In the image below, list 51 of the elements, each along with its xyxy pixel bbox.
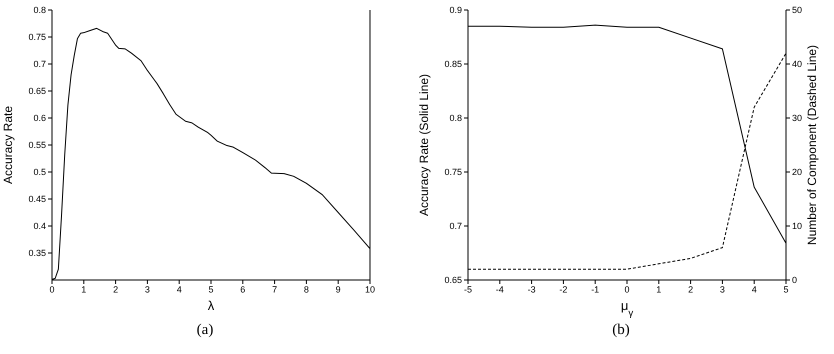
- x-tick-label: 0: [624, 284, 630, 294]
- y2-tick-label: 10: [792, 221, 802, 232]
- text: (a): [196, 322, 214, 339]
- y-tick-label: 0.8: [33, 5, 46, 16]
- x-tick-label: 3: [720, 284, 725, 294]
- y-tick-label: 0.35: [28, 248, 46, 258]
- x-tick-label: 8: [304, 284, 309, 294]
- x-tick-label: -5: [464, 284, 472, 294]
- y-axis-title: Accuracy Rate: [1, 106, 15, 184]
- x-tick-label: 4: [176, 284, 182, 294]
- x-tick-label: 2: [113, 284, 118, 294]
- x-tick-label: 0: [49, 284, 55, 294]
- y-tick-label: 0.65: [28, 86, 46, 96]
- y-tick-label: 0.9: [449, 5, 462, 16]
- y2-tick-label: 40: [792, 59, 802, 70]
- text: (b): [611, 322, 631, 339]
- y2-tick-label: 50: [792, 5, 802, 16]
- x-tick-label: 9: [336, 284, 341, 294]
- x-tick-label: -2: [559, 284, 568, 294]
- y-tick-label: 0.5: [33, 167, 46, 178]
- x-tick-label: 10: [364, 284, 375, 294]
- x-tick-label: 1: [656, 284, 662, 294]
- x-tick-label: 5: [208, 284, 214, 294]
- y-tick-label: 0.8: [449, 113, 462, 124]
- y-tick-label: 0.45: [28, 194, 46, 204]
- x-tick-label: 6: [240, 284, 246, 294]
- x-axis-title: μ$_{γ}$: [620, 298, 634, 318]
- x-tick-label: -4: [496, 284, 504, 294]
- y-tick-label: 0.4: [33, 221, 46, 232]
- x-tick-label: 3: [144, 284, 150, 294]
- y2-axis-title: Number of Component (Dashed Line): [805, 44, 819, 246]
- y-tick-label: 0.75: [28, 32, 46, 42]
- y2-tick-label: 0: [792, 275, 798, 286]
- x-tick-label: 4: [752, 284, 757, 294]
- x-axis-title: λ: [208, 298, 215, 313]
- x-tick-label: 1: [81, 284, 86, 294]
- x-tick-label: -1: [591, 284, 600, 294]
- y-tick-label: 0.75: [444, 167, 462, 178]
- x-tick-label: 7: [272, 284, 278, 294]
- y-tick-label: 0.85: [444, 59, 462, 70]
- y2-tick-label: 20: [792, 167, 802, 178]
- y-tick-label: 0.65: [444, 275, 462, 286]
- y-tick-label: 0.55: [28, 140, 46, 150]
- x-tick-label: 5: [783, 284, 789, 294]
- y-tick-label: 0.6: [33, 113, 46, 124]
- x-tick-label: 2: [688, 284, 694, 294]
- y2-tick-label: 30: [792, 113, 802, 124]
- y-tick-label: 0.7: [33, 59, 46, 70]
- x-tick-label: -3: [528, 284, 536, 294]
- y-axis-title: Accuracy Rate (Solid Line): [417, 74, 431, 216]
- y-tick-label: 0.7: [449, 221, 462, 232]
